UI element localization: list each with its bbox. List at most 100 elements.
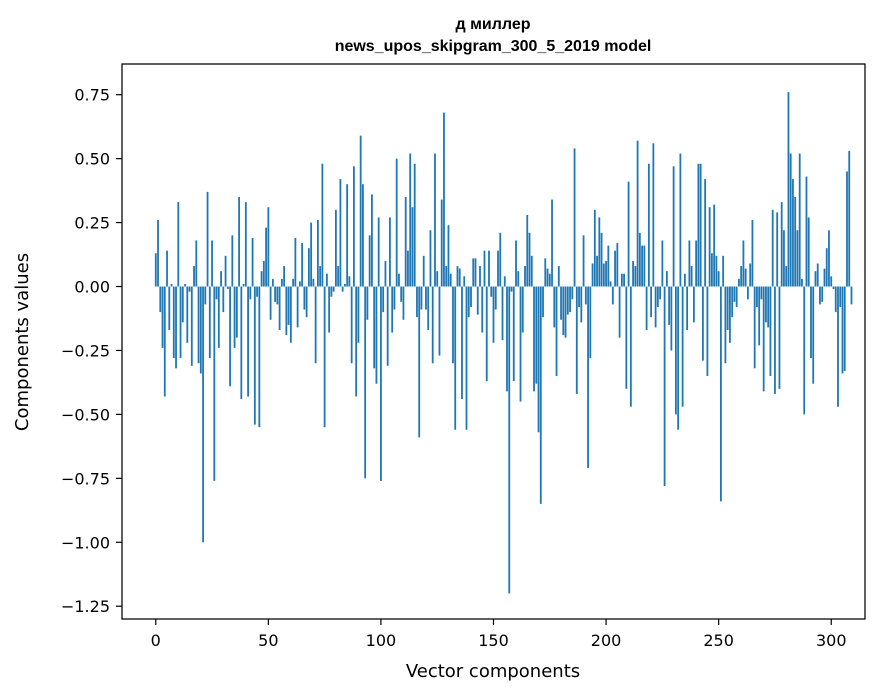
- bar: [168, 286, 171, 330]
- bar: [296, 286, 299, 328]
- bar: [220, 271, 222, 287]
- bar: [409, 153, 412, 287]
- bar: [485, 286, 488, 382]
- bar: [355, 286, 358, 397]
- bar: [292, 278, 295, 287]
- bar: [706, 286, 709, 377]
- bar: [819, 286, 821, 305]
- y-tick-label: 0.50: [74, 150, 110, 169]
- bar: [787, 92, 790, 287]
- bar: [328, 286, 331, 333]
- bar: [202, 286, 204, 543]
- bar: [479, 266, 481, 287]
- y-axis-ticks: −1.25 −1.00 −0.75 −0.50 −0.25 0.00 0.25 0.50 0.7…: [61, 86, 122, 616]
- bar: [623, 273, 625, 287]
- bar: [825, 248, 828, 287]
- bar: [494, 286, 497, 310]
- bar: [551, 199, 553, 287]
- bar: [204, 286, 207, 305]
- bar: [488, 250, 490, 287]
- bar: [681, 286, 684, 407]
- bar: [632, 260, 634, 287]
- bar: [470, 286, 472, 307]
- bar: [528, 232, 531, 287]
- bar: [674, 286, 677, 415]
- bar: [690, 266, 693, 287]
- bar: [371, 194, 373, 287]
- bar: [650, 286, 653, 318]
- bar: [305, 286, 308, 318]
- bar: [166, 250, 168, 287]
- y-tick-label: 0.00: [74, 278, 110, 297]
- bar: [242, 283, 245, 287]
- bar: [571, 286, 574, 300]
- bar: [337, 266, 340, 287]
- bar: [695, 240, 698, 287]
- bar: [846, 171, 848, 287]
- chart-title: д миллер: [455, 16, 530, 33]
- bar: [792, 179, 794, 287]
- bar: [771, 209, 774, 287]
- bar: [474, 258, 477, 287]
- bar: [537, 286, 540, 433]
- bar: [310, 222, 313, 287]
- bar: [303, 286, 306, 310]
- bar: [454, 286, 457, 430]
- bar: [193, 266, 195, 287]
- bar: [233, 286, 236, 348]
- bar: [724, 286, 727, 364]
- bar: [499, 232, 502, 287]
- bar: [447, 225, 450, 287]
- bar: [422, 255, 425, 287]
- bar: [656, 286, 659, 307]
- bar: [458, 268, 461, 287]
- bar: [837, 286, 839, 407]
- bar: [796, 230, 799, 287]
- bar: [253, 286, 256, 425]
- bar: [663, 286, 666, 487]
- bar: [357, 286, 360, 343]
- bar: [348, 276, 351, 287]
- bar: [452, 286, 454, 364]
- bar: [350, 286, 353, 364]
- bar: [251, 237, 254, 287]
- bar: [515, 240, 517, 287]
- bar: [756, 286, 758, 307]
- bar: [287, 286, 290, 325]
- bar: [434, 153, 436, 287]
- bar: [398, 273, 400, 287]
- bar: [701, 286, 704, 361]
- bar: [828, 230, 830, 287]
- bar: [177, 202, 180, 287]
- bar: [647, 163, 650, 287]
- bar: [461, 286, 463, 400]
- bar: [717, 271, 720, 287]
- bar: [265, 227, 267, 287]
- bar: [616, 243, 619, 287]
- bar: [526, 214, 529, 287]
- y-tick-label: −0.25: [61, 341, 110, 360]
- bar: [400, 286, 403, 302]
- bar: [490, 286, 493, 297]
- bar: [353, 166, 355, 287]
- bar: [722, 255, 725, 287]
- x-tick-label: 150: [478, 631, 509, 650]
- bar: [843, 286, 846, 371]
- bar: [638, 232, 641, 287]
- bar: [524, 266, 526, 287]
- bar: [438, 286, 441, 356]
- bar: [769, 286, 772, 377]
- bar: [364, 286, 367, 479]
- bar: [301, 243, 304, 287]
- bar: [211, 240, 213, 287]
- bar: [762, 286, 765, 392]
- y-axis-label: Components values: [12, 253, 33, 431]
- bar: [699, 163, 702, 287]
- bar: [307, 248, 310, 287]
- bar: [319, 266, 322, 287]
- bar: [789, 153, 792, 287]
- bar: [179, 286, 182, 359]
- x-tick-label: 250: [703, 631, 734, 650]
- bar: [575, 286, 578, 394]
